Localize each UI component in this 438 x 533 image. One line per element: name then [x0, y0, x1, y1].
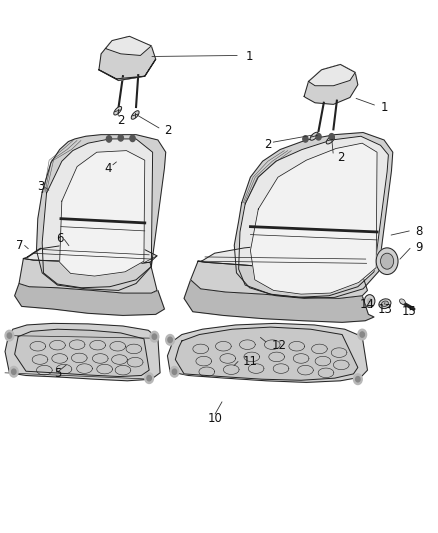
Text: 5: 5	[54, 367, 61, 381]
Circle shape	[170, 367, 179, 377]
Polygon shape	[234, 133, 393, 298]
Circle shape	[150, 332, 159, 342]
Circle shape	[12, 369, 16, 374]
Text: 2: 2	[164, 124, 172, 138]
Circle shape	[353, 374, 362, 384]
Circle shape	[152, 334, 156, 340]
Text: 10: 10	[207, 411, 222, 424]
Polygon shape	[251, 143, 377, 294]
Circle shape	[10, 367, 18, 377]
Circle shape	[147, 375, 151, 381]
Polygon shape	[5, 324, 160, 381]
Polygon shape	[99, 59, 155, 80]
Text: 2: 2	[117, 114, 124, 127]
Text: 7: 7	[16, 239, 23, 252]
Circle shape	[5, 330, 14, 341]
Circle shape	[376, 248, 398, 274]
Polygon shape	[14, 284, 164, 316]
Ellipse shape	[379, 299, 391, 309]
Circle shape	[168, 337, 172, 343]
Text: 14: 14	[360, 298, 375, 311]
Polygon shape	[304, 64, 358, 104]
Ellipse shape	[114, 107, 122, 115]
Circle shape	[7, 333, 12, 338]
Polygon shape	[36, 135, 166, 290]
Text: 1: 1	[381, 101, 388, 114]
Polygon shape	[23, 244, 157, 265]
Ellipse shape	[310, 132, 318, 140]
Text: 4: 4	[105, 161, 112, 175]
Polygon shape	[99, 37, 155, 80]
Circle shape	[316, 134, 321, 140]
Ellipse shape	[131, 111, 139, 119]
Polygon shape	[198, 244, 367, 269]
Polygon shape	[184, 280, 374, 322]
Text: 15: 15	[402, 305, 417, 318]
Circle shape	[364, 295, 375, 308]
Circle shape	[360, 332, 364, 337]
Polygon shape	[175, 327, 358, 380]
Circle shape	[303, 136, 308, 142]
Polygon shape	[19, 259, 157, 293]
Polygon shape	[14, 329, 149, 376]
Circle shape	[118, 135, 124, 141]
Ellipse shape	[326, 136, 335, 144]
Text: 12: 12	[272, 338, 286, 352]
Polygon shape	[239, 136, 389, 297]
Circle shape	[367, 298, 372, 304]
Text: 6: 6	[57, 232, 64, 245]
Text: 2: 2	[264, 138, 272, 151]
Polygon shape	[42, 139, 152, 288]
Polygon shape	[106, 36, 151, 55]
Circle shape	[130, 135, 135, 142]
Text: 3: 3	[37, 180, 44, 193]
Circle shape	[356, 376, 360, 382]
Text: 1: 1	[245, 50, 253, 63]
Circle shape	[329, 134, 334, 140]
Polygon shape	[60, 151, 145, 276]
Polygon shape	[167, 324, 367, 382]
Circle shape	[381, 253, 394, 269]
Text: 8: 8	[416, 225, 423, 238]
Polygon shape	[308, 64, 355, 86]
Text: 9: 9	[416, 241, 423, 254]
Ellipse shape	[399, 299, 405, 304]
Circle shape	[145, 373, 153, 383]
Text: 13: 13	[378, 303, 392, 316]
Circle shape	[106, 136, 112, 142]
Text: 11: 11	[243, 354, 258, 368]
Text: 2: 2	[337, 151, 344, 164]
Circle shape	[172, 369, 177, 374]
Circle shape	[358, 329, 367, 340]
Ellipse shape	[381, 301, 389, 306]
Circle shape	[166, 335, 174, 345]
Polygon shape	[191, 261, 367, 298]
